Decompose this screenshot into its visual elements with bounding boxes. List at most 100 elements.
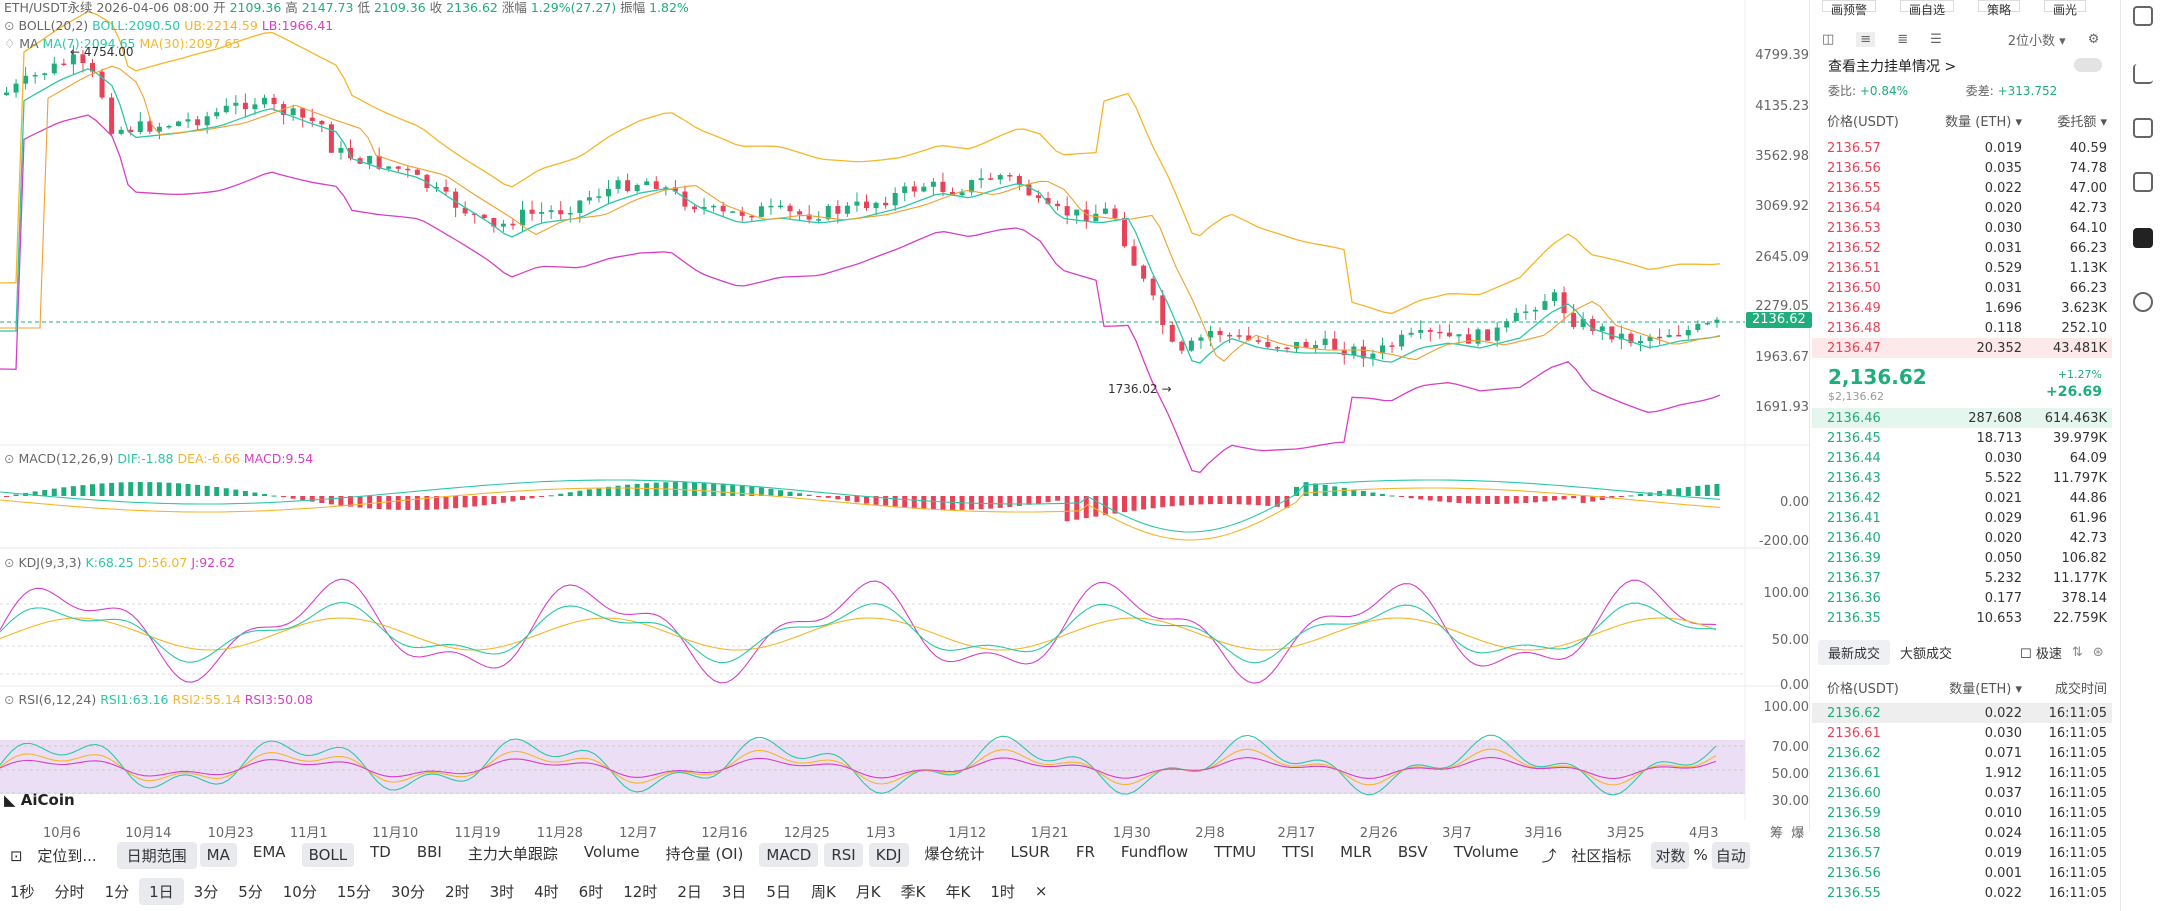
kdj-legend[interactable]: ⊙ KDJ(9,3,3) K:68.25 D:56.07 J:92.62 [4,555,235,571]
decimals-select[interactable]: 2位小数 ▾ [2007,34,2066,49]
auto-toggle[interactable]: 自动 [1711,841,1750,869]
indicator-toggle[interactable]: 爆仓统计 [924,845,985,863]
macd-legend[interactable]: ⊙ MACD(12,26,9) DIF:-1.88 DEA:-6.66 MACD… [4,451,313,467]
ask-row[interactable]: 2136.51 0.529 1.13K [1812,258,2112,278]
settings-icon[interactable]: ⚙ [2087,32,2100,47]
period-option[interactable]: 30分 [390,882,426,901]
period-option[interactable]: 季K [900,882,926,901]
trade-row[interactable]: 2136.61 1.912 16:11:05 [1812,763,2112,783]
ma-legend[interactable]: ♢ MA MA(7):2094.65 MA(30):2097.65 [4,36,240,52]
trade-row[interactable]: 2136.62 0.022 16:11:05 [1812,703,2112,723]
indicator-toggle[interactable]: 持仓量 (OI) [665,845,744,863]
ask-row[interactable]: 2136.48 0.118 252.10 [1812,318,2112,338]
period-option[interactable]: 4时 [534,882,559,901]
swap-icon[interactable] [2133,292,2153,312]
chevron-down-icon[interactable]: ⊙ [4,692,15,707]
bid-row[interactable]: 2136.43 5.522 11.797K [1812,468,2112,488]
main-orders-link[interactable]: 查看主力挂单情况 > [1828,59,1957,75]
ask-row[interactable]: 2136.53 0.030 64.10 [1812,218,2112,238]
period-option[interactable]: 2日 [677,882,702,901]
ask-row[interactable]: 2136.50 0.031 66.23 [1812,278,2112,298]
indicator-toggle[interactable]: MACD [759,843,819,867]
bid-row[interactable]: 2136.36 0.177 378.14 [1812,588,2112,608]
filter-icon[interactable]: ⇅ [2071,645,2083,660]
period-option[interactable]: 3日 [721,882,747,901]
period-option[interactable]: 1时 [990,882,1015,901]
period-option[interactable]: 2时 [445,882,470,901]
indicator-toggle[interactable]: EMA [252,843,286,861]
period-option[interactable]: 分时 [54,882,85,901]
trade-row[interactable]: 2136.59 0.010 16:11:05 [1812,803,2112,823]
period-option[interactable]: 3分 [193,882,219,901]
ask-row[interactable]: 2136.56 0.035 74.78 [1812,158,2112,178]
trade-row[interactable]: 2136.61 0.030 16:11:05 [1812,723,2112,743]
period-option[interactable]: 3时 [489,882,515,901]
tab-large-trades[interactable]: 大额成交 [1900,647,1953,662]
indicator-toggle[interactable]: Fundflow [1120,843,1189,861]
indicator-toggle[interactable]: MLR [1340,843,1372,861]
card-icon[interactable] [2133,172,2153,192]
boll-legend[interactable]: ⊙ BOLL(20,2) BOLL:2090.50 UB:2214.59 LB:… [4,18,333,34]
rsi-legend[interactable]: ⊙ RSI(6,12,24) RSI1:63.16 RSI2:55.14 RSI… [4,692,313,708]
chart-icon[interactable] [2133,118,2153,138]
liq-label[interactable]: 爆 [1791,826,1805,841]
period-option[interactable]: 6时 [578,882,604,901]
indicator-toggle[interactable]: RSI [824,843,863,867]
period-option[interactable]: 年K [945,882,971,901]
ask-row[interactable]: 2136.55 0.022 47.00 [1812,178,2112,198]
ask-row[interactable]: 2136.49 1.696 3.623K [1812,298,2112,318]
indicator-toggle[interactable]: FR [1075,843,1095,861]
period-option[interactable]: 5分 [238,882,263,901]
trade-row[interactable]: 2136.57 0.019 16:11:05 [1812,843,2112,863]
indicator-toggle[interactable]: 主力大单跟踪 [467,845,558,863]
chevron-down-icon[interactable]: ⊙ [4,451,15,466]
trade-qty-header[interactable]: 数量(ETH) ▾ [1949,681,2022,697]
bid-row[interactable]: 2136.45 18.713 39.979K [1812,428,2112,448]
period-option[interactable]: 1秒 [10,882,35,901]
ask-row[interactable]: 2136.52 0.031 66.23 [1812,238,2112,258]
indicator-toggle[interactable]: LSUR [1010,843,1050,861]
indicator-toggle[interactable]: MA [199,843,237,867]
locate-button[interactable]: ⊡ 定位到... [0,845,117,866]
both-sides-icon[interactable]: ≡ [1856,32,1876,47]
indicator-toggle[interactable]: TD [370,843,391,861]
asks-only-icon[interactable]: ☰ [1930,32,1942,47]
bid-row[interactable]: 2136.41 0.029 61.96 [1812,508,2112,528]
period-option[interactable]: 5日 [766,882,791,901]
bid-row[interactable]: 2136.35 10.653 22.759K [1812,608,2112,628]
tab-latest-trades[interactable]: 最新成交 [1818,640,1891,665]
amount-col-header[interactable]: 委托额 ▾ [2057,114,2107,130]
fast-checkbox[interactable]: ☐ 极速 [2020,647,2062,662]
chart-area[interactable]: ETH/USDT永续 2026-04-06 08:00 开 2109.36 高 … [0,0,1812,841]
trade-row[interactable]: 2136.56 0.001 16:11:05 [1812,863,2112,883]
bids-only-icon[interactable]: ≣ [1897,32,1909,47]
bid-row[interactable]: 2136.46 287.608 614.463K [1812,408,2112,428]
trade-row[interactable]: 2136.60 0.037 16:11:05 [1812,783,2112,803]
indicator-toggle[interactable]: TTMU [1214,843,1257,861]
bid-row[interactable]: 2136.37 5.232 11.177K [1812,568,2112,588]
trend-icon[interactable] [2133,64,2153,84]
range-button[interactable]: 日期范围 [116,841,197,869]
period-option[interactable]: 15分 [336,882,371,901]
indicator-toggle[interactable]: BOLL [301,843,355,867]
period-option[interactable]: 1日 [139,877,184,905]
period-option[interactable]: 月K [855,882,881,901]
percent-toggle[interactable]: % [1693,846,1708,864]
top-tab[interactable]: 策略 [1978,0,2021,17]
ask-row[interactable]: 2136.54 0.020 42.73 [1812,198,2112,218]
top-tab[interactable]: 画光 [2044,0,2087,17]
layout-icon[interactable]: ◫ [1822,32,1835,47]
period-option[interactable]: 1分 [104,882,130,901]
bid-row[interactable]: 2136.42 0.021 44.86 [1812,488,2112,508]
qty-col-header[interactable]: 数量 (ETH) ▾ [1945,114,2022,130]
ask-row[interactable]: 2136.57 0.019 40.59 [1812,138,2112,158]
chevron-down-icon[interactable]: ⊙ [4,555,15,570]
log-toggle[interactable]: 对数 [1651,841,1690,869]
community-button[interactable]: ⤴ 社区指标 [1532,845,1652,866]
top-tab[interactable]: 画自选 [1900,0,1955,17]
indicator-toggle[interactable]: BBI [416,843,442,861]
top-tab[interactable]: 画预警 [1822,0,1877,17]
period-option[interactable]: 周K [810,882,836,901]
bell-icon[interactable]: ♢ [4,36,16,51]
bid-row[interactable]: 2136.39 0.050 106.82 [1812,548,2112,568]
